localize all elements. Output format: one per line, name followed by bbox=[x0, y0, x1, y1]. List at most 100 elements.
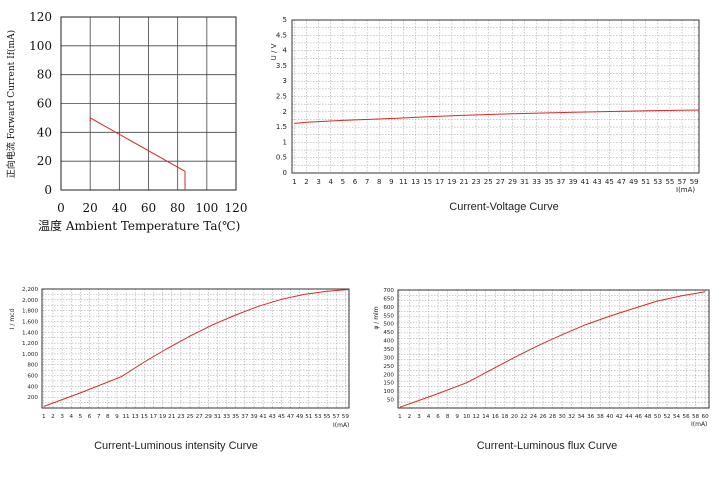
c4-x-tick-labels: 1 2 3 4 6 8 9 10 12 14 16 18 20 22 24 26 28 30 32 34 36 38 40 4… bbox=[398, 414, 709, 420]
c2-caption: Current-Voltage Curve bbox=[449, 201, 558, 213]
c2-y-tick: 0 bbox=[283, 169, 287, 177]
c2-x-tick: 57 bbox=[678, 178, 687, 186]
c1-series-line bbox=[89, 117, 186, 190]
c3-x-tick: 23 bbox=[177, 414, 185, 420]
c2-x-tick: 13 bbox=[411, 178, 420, 186]
c3-y-tick: 200 bbox=[27, 395, 38, 401]
c3-y-tick-labels: 200 400 600 800 1,000 1,200 1,400 1,600 1,800 2,0… bbox=[22, 287, 38, 401]
c2-y-tick: 2.5 bbox=[276, 93, 287, 101]
c2-x-tick: 39 bbox=[569, 178, 578, 186]
c2-y-tick: 5 bbox=[283, 16, 287, 24]
c2-y-tick: 4.5 bbox=[276, 31, 287, 39]
c3-y-tick: 2,200 bbox=[22, 287, 38, 293]
c1-x-axis-label: 温度 Ambient Temperature Ta(℃) bbox=[38, 218, 240, 233]
c1-x-tick-labels: 0 20 40 60 80 100 120 bbox=[57, 201, 247, 215]
c3-series-line bbox=[43, 289, 350, 407]
c1-y-tick: 100 bbox=[29, 39, 52, 53]
c4-x-tick: 4 bbox=[427, 414, 431, 420]
c4-y-tick-labels: 50 100 150 200 250 300 350 400 450 500 550 600 650 70… bbox=[383, 288, 394, 404]
c4-series bbox=[399, 291, 706, 408]
c1-y-tick: 40 bbox=[37, 125, 52, 139]
c3-x-tick: 27 bbox=[196, 414, 204, 420]
c3-x-tick: 4 bbox=[69, 414, 73, 420]
c4-x-tick: 26 bbox=[539, 414, 547, 420]
c2-x-tick: 19 bbox=[447, 178, 456, 186]
c4-y-tick: 50 bbox=[387, 398, 395, 404]
c3-y-tick: 1,200 bbox=[22, 341, 38, 347]
c1-y-tick: 60 bbox=[37, 97, 52, 111]
c3-x-tick: 5 bbox=[79, 414, 83, 420]
c2-y-tick: 3.5 bbox=[276, 62, 287, 70]
c4-x-tick: 36 bbox=[587, 414, 595, 420]
c3-grid bbox=[42, 289, 349, 408]
c4-y-tick: 700 bbox=[383, 288, 394, 294]
c2-x-tick: 9 bbox=[389, 178, 393, 186]
c3-series bbox=[43, 289, 350, 407]
c3-x-tick: 51 bbox=[305, 414, 313, 420]
c1-x-tick: 80 bbox=[170, 201, 185, 215]
c3-x-tick: 2 bbox=[51, 414, 55, 420]
c4-y-tick: 650 bbox=[383, 296, 394, 302]
c3-x-tick: 21 bbox=[168, 414, 176, 420]
c4-x-tick: 28 bbox=[549, 414, 557, 420]
c4-x-tick: 22 bbox=[520, 414, 527, 420]
c2-x-tick: 8 bbox=[377, 178, 381, 186]
c3-x-tick: 6 bbox=[88, 414, 92, 420]
c3-plot-frame bbox=[41, 288, 350, 409]
c2-x-tick: 15 bbox=[423, 178, 432, 186]
c4-x-tick: 1 bbox=[398, 414, 402, 420]
c2-x-tick: 1 bbox=[292, 178, 296, 186]
c4-x-tick: 9 bbox=[455, 414, 459, 420]
c3-x-tick: 15 bbox=[141, 414, 149, 420]
c3-x-tick: 59 bbox=[342, 414, 350, 420]
c3-x-tick: 45 bbox=[278, 414, 286, 420]
c4-x-tick: 30 bbox=[559, 414, 567, 420]
c4-x-tick: 56 bbox=[683, 414, 691, 420]
c2-x-tick: 25 bbox=[484, 178, 493, 186]
c3-y-tick: 1,000 bbox=[22, 352, 38, 358]
chart-derating: 0 20 40 60 80 100 120 0 20 40 60 80 100 120 温度 Ambie… bbox=[5, 10, 247, 233]
c2-x-tick: 29 bbox=[508, 178, 517, 186]
c3-x-tick: 35 bbox=[232, 414, 240, 420]
c3-x-tick: 3 bbox=[60, 414, 64, 420]
c4-x-axis-label: I(mA) bbox=[691, 421, 707, 428]
c3-y-tick: 1,600 bbox=[22, 319, 38, 325]
c4-x-tick: 18 bbox=[501, 414, 509, 420]
c4-y-tick: 550 bbox=[383, 313, 394, 319]
c1-y-tick: 20 bbox=[37, 154, 52, 168]
c1-plot-frame bbox=[60, 16, 237, 191]
c3-x-tick: 57 bbox=[333, 414, 341, 420]
c2-x-tick: 59 bbox=[690, 178, 699, 186]
c1-y-tick: 0 bbox=[44, 183, 52, 197]
c4-x-tick: 3 bbox=[417, 414, 421, 420]
c3-x-tick: 8 bbox=[106, 414, 110, 420]
c2-x-axis-label: I(mA) bbox=[676, 186, 695, 194]
c3-y-tick: 2,000 bbox=[22, 298, 38, 304]
c2-x-tick: 45 bbox=[605, 178, 614, 186]
c3-y-tick: 600 bbox=[27, 374, 38, 380]
c4-caption: Current-Luminous flux Curve bbox=[477, 440, 618, 452]
c1-grid bbox=[61, 17, 236, 190]
c3-x-tick: 13 bbox=[132, 414, 140, 420]
c3-x-tick: 11 bbox=[122, 414, 130, 420]
c2-series bbox=[294, 109, 700, 124]
c3-x-tick: 33 bbox=[223, 414, 231, 420]
c4-x-tick: 40 bbox=[606, 414, 614, 420]
c4-x-tick: 42 bbox=[616, 414, 623, 420]
c3-x-tick: 25 bbox=[186, 414, 194, 420]
c3-x-tick: 39 bbox=[250, 414, 258, 420]
c4-x-tick: 54 bbox=[673, 414, 681, 420]
c3-x-tick: 37 bbox=[241, 414, 249, 420]
c2-x-tick: 53 bbox=[653, 178, 662, 186]
c3-y-tick: 400 bbox=[27, 384, 38, 390]
c2-x-tick: 41 bbox=[581, 178, 590, 186]
c3-x-tick: 17 bbox=[150, 414, 158, 420]
c3-x-tick: 53 bbox=[314, 414, 322, 420]
c4-y-tick: 600 bbox=[383, 305, 394, 311]
c4-x-tick: 38 bbox=[597, 414, 605, 420]
c4-x-tick: 52 bbox=[663, 414, 670, 420]
c3-y-tick: 800 bbox=[27, 363, 38, 369]
chart-current-luminous-flux: 1 2 3 4 6 8 9 10 12 14 16 18 20 22 24 26 28 30 32 34 36 38 40 4… bbox=[373, 288, 710, 452]
c3-x-tick: 9 bbox=[115, 414, 119, 420]
